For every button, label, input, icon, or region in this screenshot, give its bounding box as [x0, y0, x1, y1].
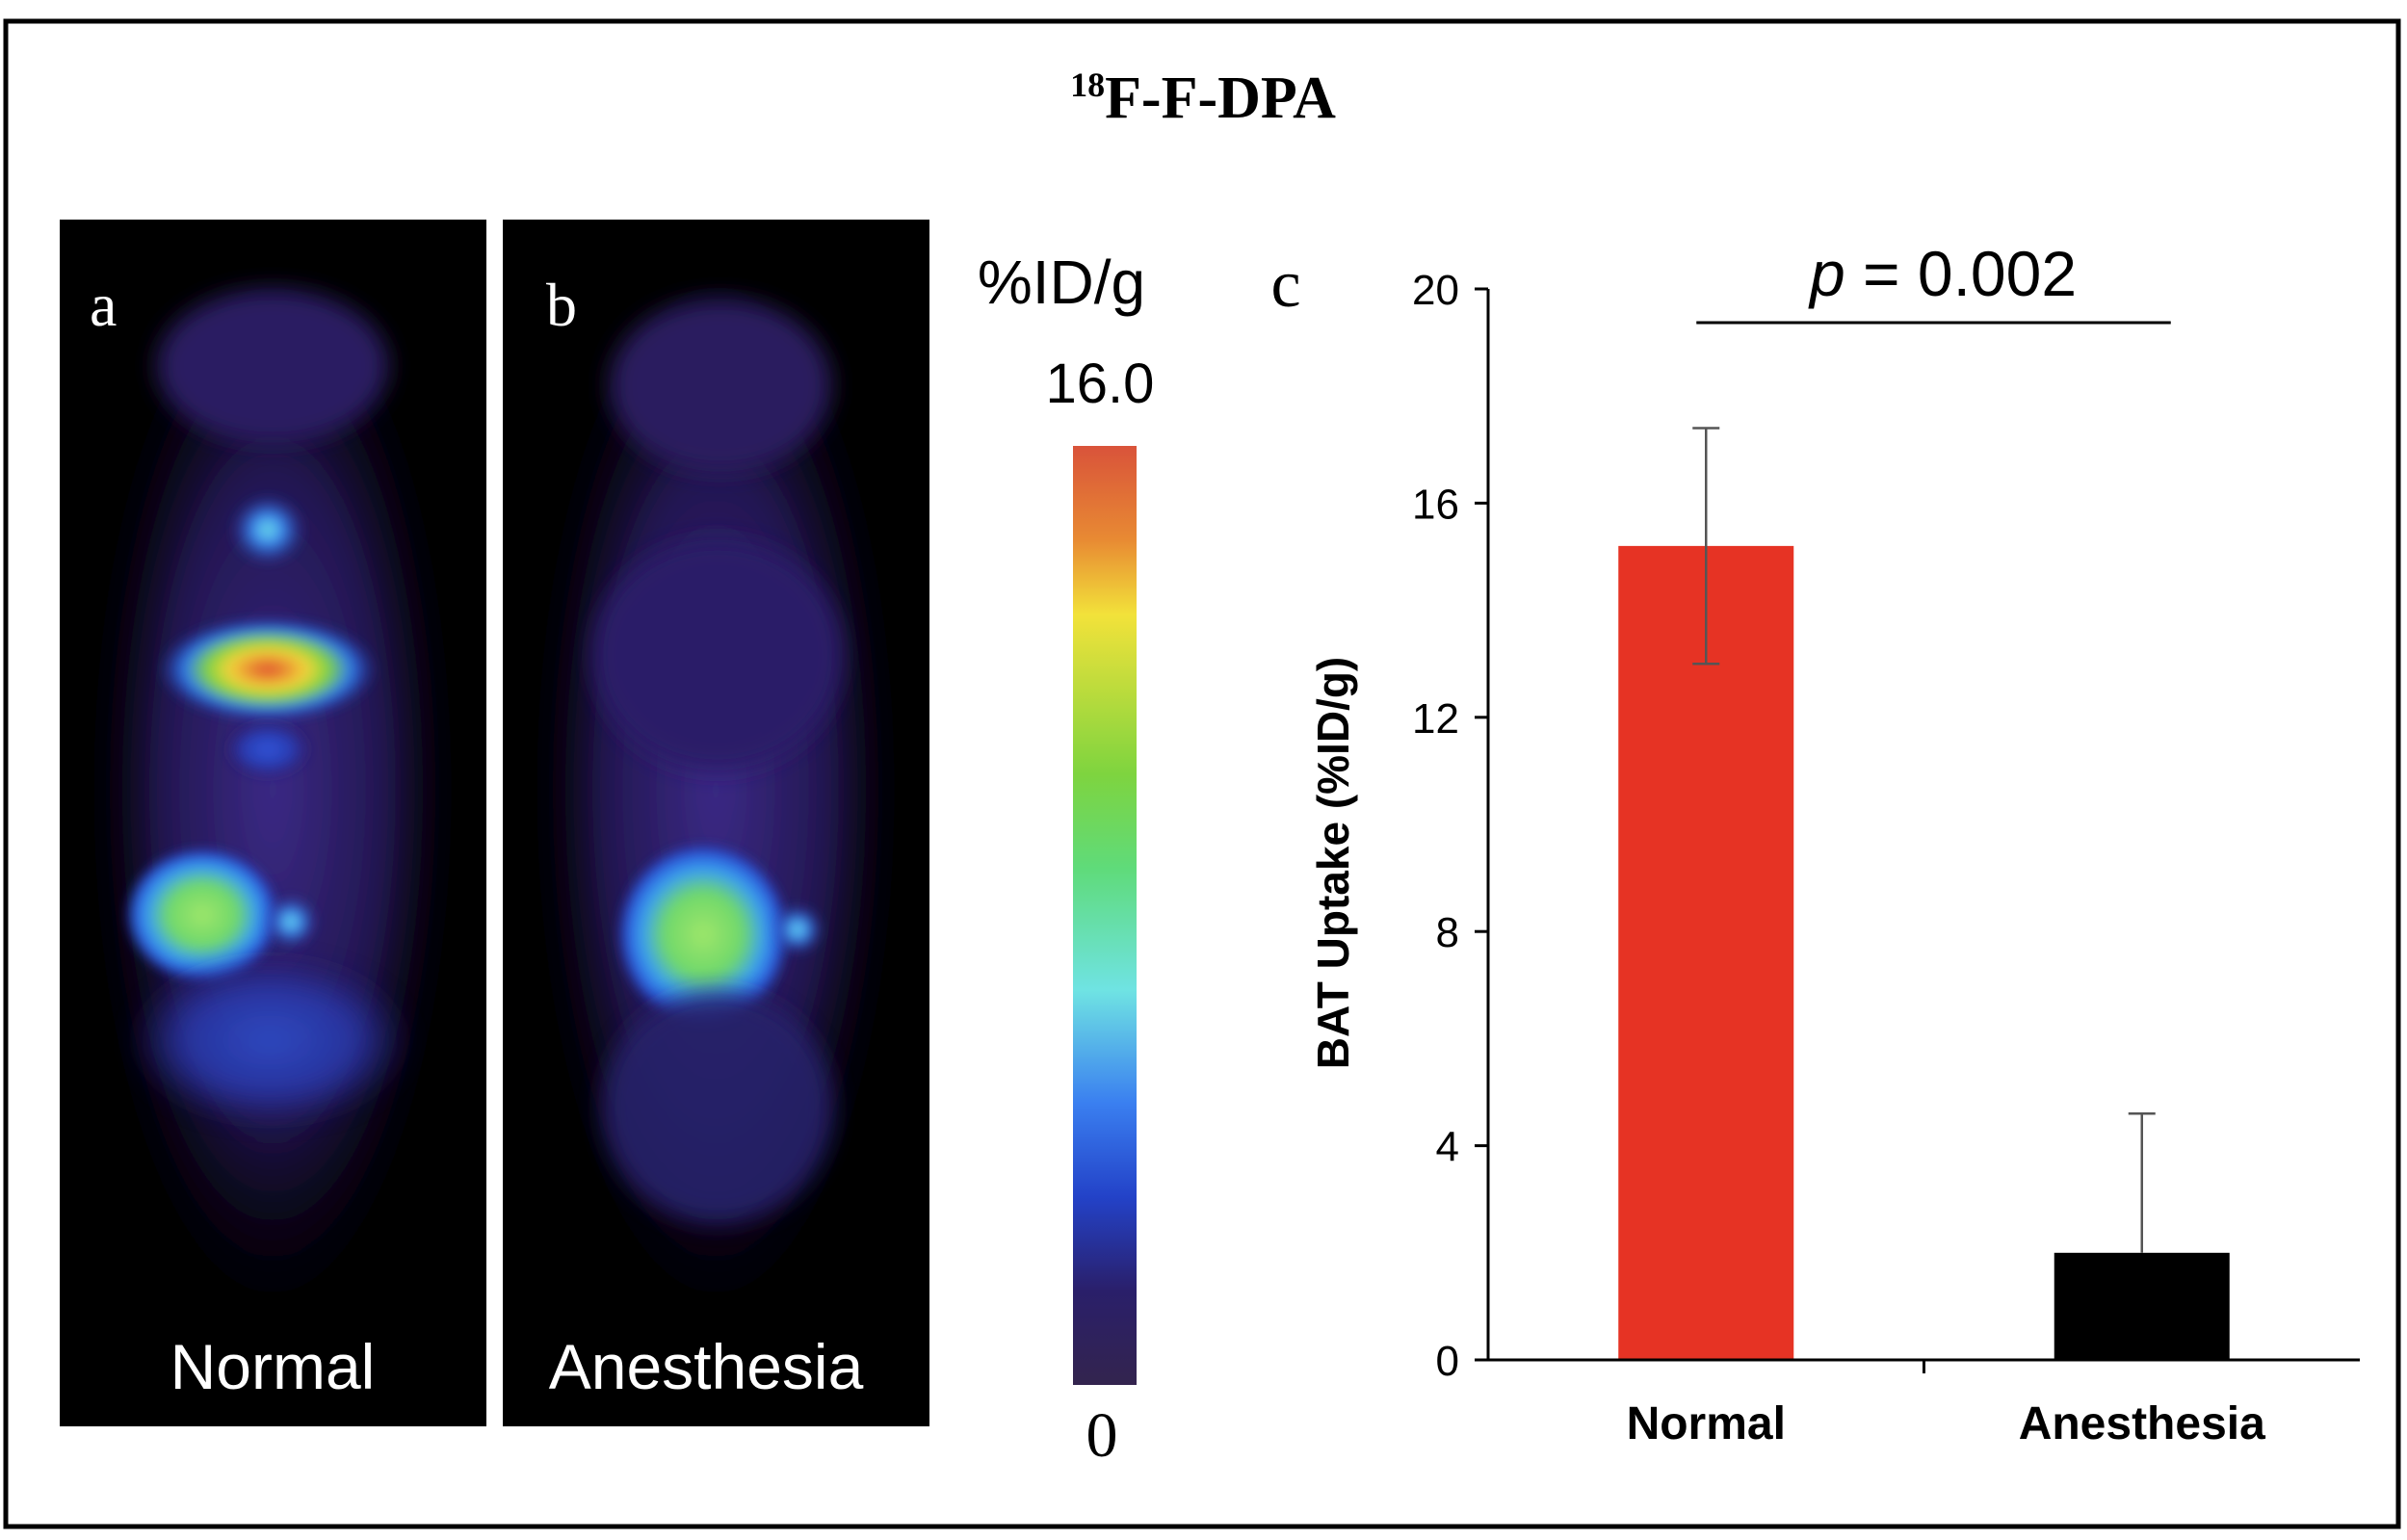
y-ticks: 0 4 8 12 16 20	[1412, 267, 1488, 1385]
y-tick-label: 20	[1412, 267, 1459, 314]
x-tick-label: Anesthesia	[2019, 1398, 2265, 1449]
x-tick-label: Normal	[1627, 1398, 1786, 1449]
colorbar-unit: %ID/g	[978, 248, 1145, 317]
bar-anesthesia	[2054, 1252, 2230, 1360]
chest-region	[592, 539, 843, 770]
bar-chart: BAT Uptake (%ID/g) 0 4 8 12 16 20 Normal Anest…	[1308, 238, 2360, 1449]
colorbar-max-label: 16.0	[1046, 352, 1155, 415]
mid-spot	[224, 720, 311, 778]
panel-b-scan	[528, 250, 903, 1329]
colorbar-gradient	[1073, 446, 1137, 1385]
figure-border	[3, 18, 2401, 1529]
title-main: F-F-DPA	[1105, 65, 1336, 131]
panel-c: c BAT Uptake (%ID/g) 0 4 8 12 16 20 Normal Ane…	[1270, 238, 2360, 1449]
colorbar: %ID/g 16.0 0	[978, 248, 1155, 1471]
panel-b-letter: b	[546, 271, 577, 339]
y-tick-label: 8	[1436, 909, 1459, 956]
p-symbol: p	[1808, 238, 1845, 309]
liver-spot	[125, 848, 279, 982]
x-ticks: Normal Anesthesia	[1627, 1360, 2265, 1449]
p-value: = 0.002	[1845, 238, 2077, 309]
y-tick-label: 12	[1412, 695, 1459, 743]
head-region	[610, 299, 831, 472]
side-spot	[772, 903, 824, 955]
bars	[1618, 427, 2230, 1360]
panel-a-scan	[85, 250, 460, 1329]
y-tick-label: 4	[1436, 1124, 1459, 1171]
panel-b: b Anesthesia	[503, 220, 929, 1426]
colorbar-min-label: 0	[1086, 1400, 1118, 1471]
neck-spot	[229, 493, 306, 566]
bat-hotspot	[157, 616, 379, 722]
liver-spot	[616, 843, 790, 1026]
bar-normal	[1618, 545, 1794, 1360]
panel-c-letter: c	[1270, 248, 1300, 322]
head-region	[157, 289, 388, 443]
panel-a-caption: Normal	[170, 1331, 376, 1402]
y-tick-label: 16	[1412, 481, 1459, 528]
title-superscript: 18	[1070, 65, 1105, 104]
panel-a: a Normal	[60, 220, 486, 1426]
p-value-label: p = 0.002	[1808, 238, 2077, 309]
lower-region	[602, 992, 833, 1223]
y-tick-label: 0	[1436, 1338, 1459, 1385]
side-spot	[264, 895, 318, 949]
panel-b-caption: Anesthesia	[549, 1331, 864, 1402]
y-axis-label: BAT Uptake (%ID/g)	[1308, 657, 1358, 1070]
panel-a-letter: a	[90, 271, 117, 339]
figure-title: 18F-F-DPA	[1070, 65, 1336, 131]
lower-region	[125, 953, 414, 1127]
